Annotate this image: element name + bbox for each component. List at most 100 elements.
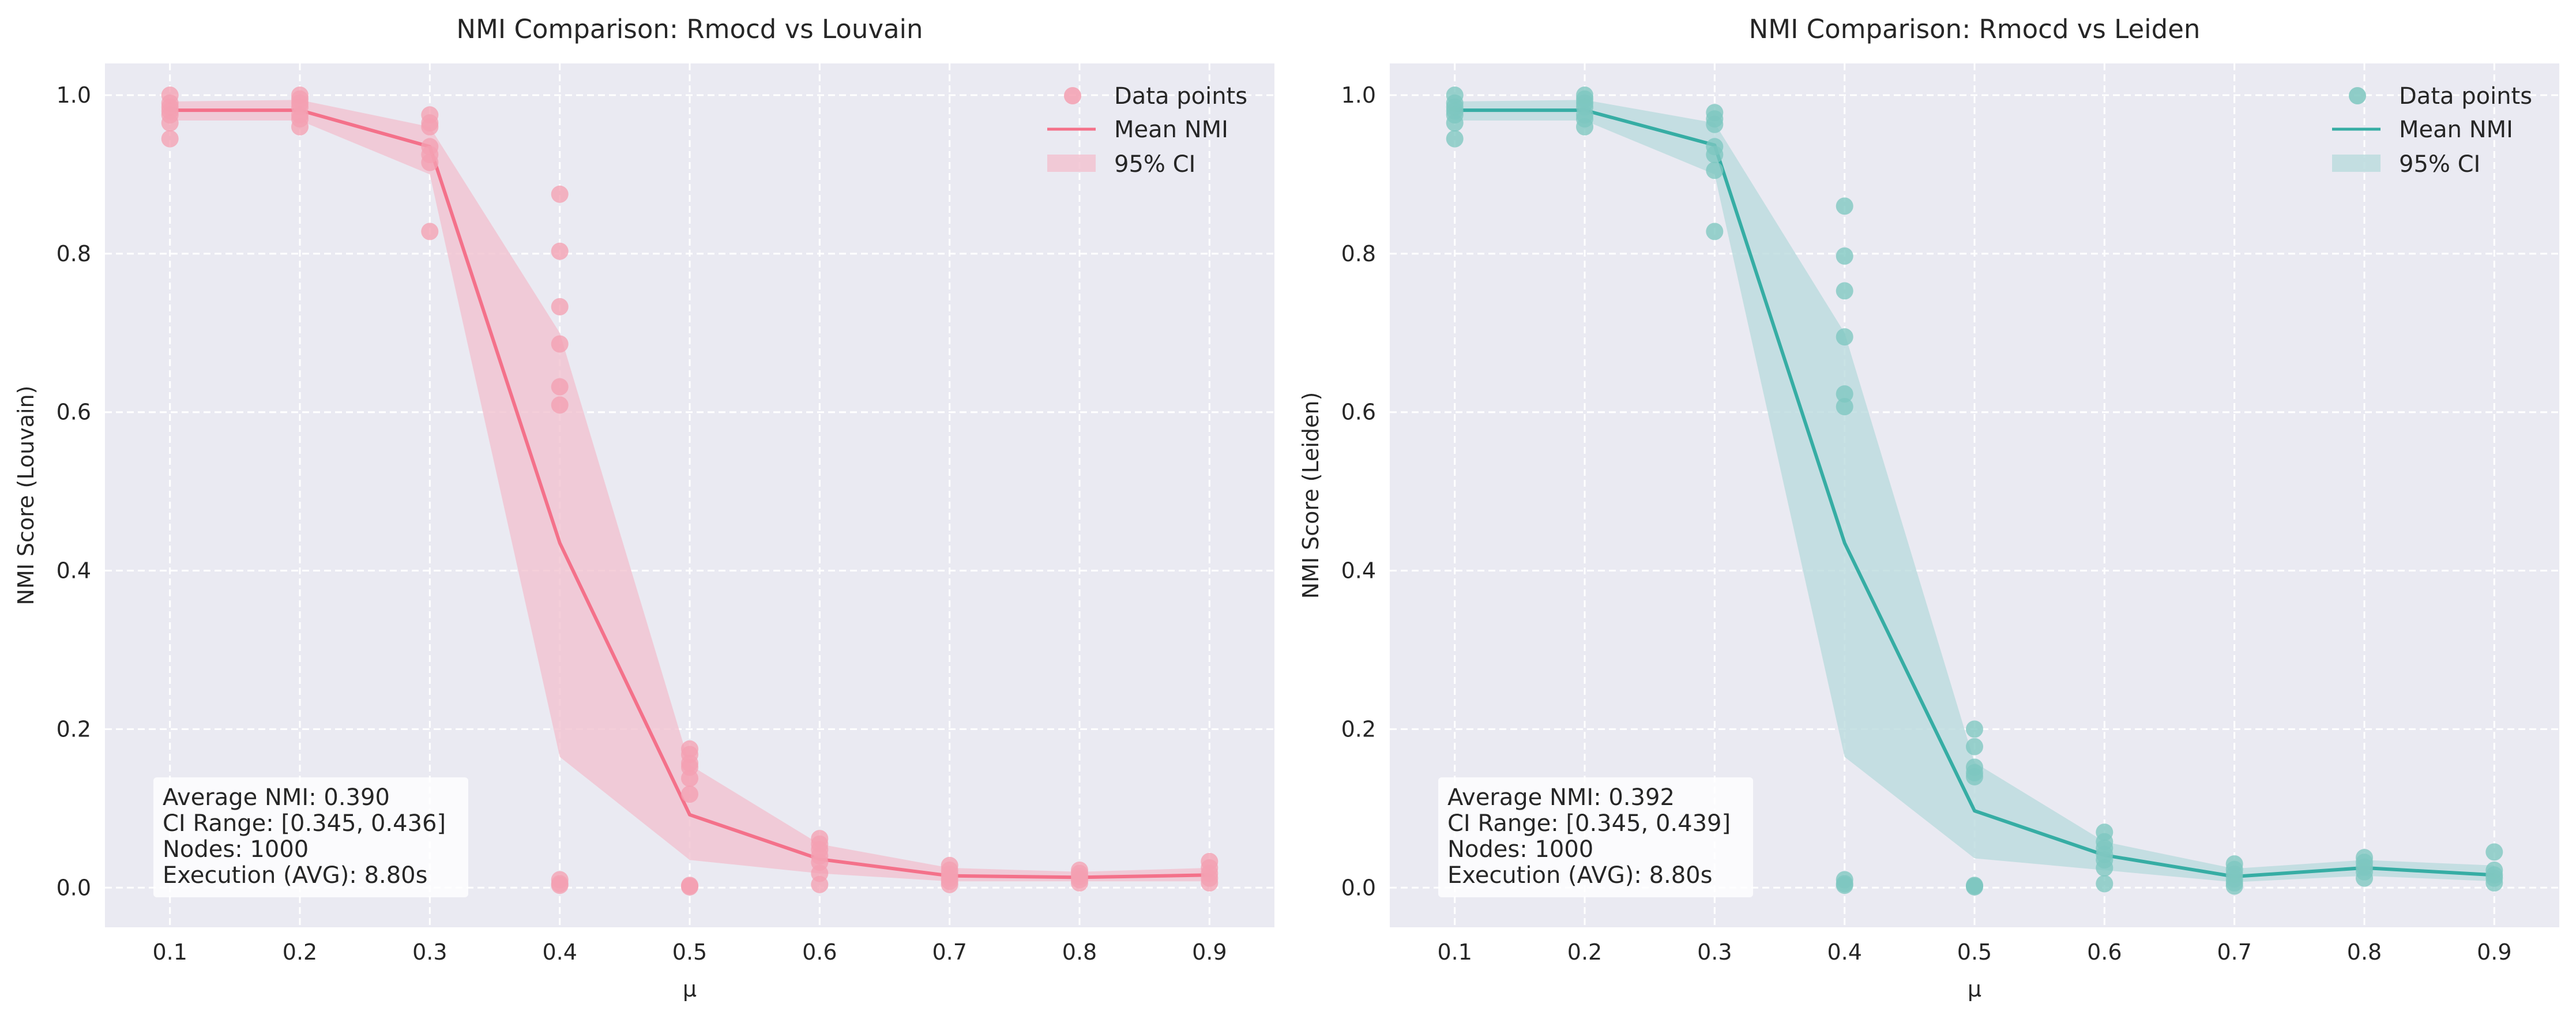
data-point	[1446, 130, 1464, 148]
data-point	[2096, 859, 2114, 877]
y-tick-labels: 0.0 0.2 0.4 0.6 0.8 1.0	[1341, 82, 1376, 900]
x-axis-label: μ	[1968, 976, 1981, 1002]
y-tick-label: 0.2	[1341, 716, 1376, 742]
data-point	[1836, 247, 1853, 265]
legend-point-swatch	[1064, 87, 1081, 104]
data-point	[1576, 118, 1593, 136]
stats-execution: Execution (AVG): 8.80s	[1447, 862, 1712, 889]
y-tick-label: 0.8	[57, 241, 91, 266]
y-tick-label: 0.4	[57, 558, 91, 584]
y-tick-labels: 0.0 0.2 0.4 0.6 0.8 1.0	[57, 82, 91, 900]
data-point	[1446, 114, 1464, 132]
x-tick-label: 0.8	[1062, 939, 1097, 965]
chart-title: NMI Comparison: Rmocd vs Leiden	[1749, 14, 2201, 44]
stats-execution: Execution (AVG): 8.80s	[163, 862, 427, 889]
data-point	[1706, 161, 1724, 179]
legend-label-ci: 95% CI	[1114, 151, 1195, 178]
stats-average: Average NMI: 0.392	[1447, 784, 1675, 811]
stats-nodes: Nodes: 1000	[1447, 836, 1593, 863]
x-tick-label: 0.5	[1957, 939, 1992, 965]
data-point	[551, 335, 569, 353]
x-tick-label: 0.3	[412, 939, 447, 965]
x-tick-label: 0.2	[283, 939, 317, 965]
x-tick-labels: 0.1 0.2 0.3 0.4 0.5 0.6 0.7 0.8 0.9	[152, 939, 1227, 965]
data-point	[1836, 877, 1853, 894]
data-point	[551, 877, 569, 894]
data-point	[941, 875, 958, 893]
stats-box: Average NMI: 0.390 CI Range: [0.345, 0.4…	[153, 777, 468, 897]
x-tick-label: 0.7	[932, 939, 967, 965]
data-point	[1706, 223, 1724, 240]
y-tick-label: 1.0	[1341, 82, 1376, 108]
legend: Data points Mean NMI 95% CI	[1047, 83, 1247, 178]
legend-band-swatch	[2332, 155, 2381, 172]
data-points	[161, 87, 1219, 896]
data-point	[421, 153, 439, 171]
y-tick-label: 0.0	[1341, 875, 1376, 900]
x-tick-label: 0.3	[1697, 939, 1732, 965]
x-tick-label: 0.8	[2347, 939, 2382, 965]
data-point	[291, 118, 309, 136]
data-point	[1836, 282, 1853, 300]
x-tick-label: 0.5	[672, 939, 707, 965]
x-tick-label: 0.6	[802, 939, 837, 965]
data-point	[681, 878, 698, 896]
legend: Data points Mean NMI 95% CI	[2332, 83, 2532, 178]
data-point	[2225, 877, 2243, 895]
data-point	[421, 223, 439, 240]
data-point	[1201, 874, 1219, 892]
stats-box-background	[1438, 777, 1753, 897]
data-point	[2096, 875, 2114, 893]
data-point	[1966, 768, 1983, 785]
stats-average: Average NMI: 0.390	[163, 784, 390, 811]
x-tick-label: 0.9	[1192, 939, 1227, 965]
data-point	[551, 242, 569, 260]
legend-label-ci: 95% CI	[2399, 151, 2480, 178]
data-point	[1706, 115, 1724, 133]
x-tick-labels: 0.1 0.2 0.3 0.4 0.5 0.6 0.7 0.8 0.9	[1437, 939, 2511, 965]
y-axis-label: NMI Score (Leiden)	[1298, 392, 1323, 599]
data-point	[2485, 843, 2503, 861]
mean-line-layer	[170, 108, 1210, 879]
data-point	[2485, 874, 2503, 892]
y-tick-label: 0.8	[1341, 241, 1376, 266]
stats-ci-range: CI Range: [0.345, 0.436]	[163, 810, 446, 837]
data-point	[551, 185, 569, 203]
mean-nmi-line	[1454, 108, 2495, 878]
x-tick-label: 0.2	[1567, 939, 1602, 965]
mean-nmi-line	[170, 108, 1210, 879]
data-point	[1836, 385, 1853, 403]
data-point	[1966, 878, 1983, 896]
x-tick-label: 0.1	[1437, 939, 1472, 965]
legend-band-swatch	[1047, 155, 1096, 172]
x-tick-label: 0.6	[2087, 939, 2122, 965]
leiden-chart: NMI Comparison: Rmocd vs Leiden 0.1 0.2 0.…	[1298, 14, 2559, 1002]
x-axis-label: μ	[683, 976, 697, 1002]
y-axis-label: NMI Score (Louvain)	[13, 386, 39, 606]
x-tick-label: 0.7	[2217, 939, 2251, 965]
x-tick-label: 0.9	[2477, 939, 2511, 965]
louvain-chart: NMI Comparison: Rmocd vs Louvain 0.1 0.2 0…	[13, 14, 1274, 1002]
data-point	[161, 130, 179, 148]
data-points	[1446, 87, 2503, 896]
data-point	[681, 769, 698, 787]
chart-title: NMI Comparison: Rmocd vs Louvain	[456, 14, 923, 44]
x-tick-label: 0.4	[1827, 939, 1862, 965]
data-point	[811, 875, 829, 893]
legend-label-points: Data points	[1114, 83, 1247, 110]
data-point	[161, 114, 179, 132]
x-tick-label: 0.4	[542, 939, 577, 965]
data-point	[551, 378, 569, 396]
data-point	[1071, 874, 1088, 892]
data-point	[1966, 720, 1983, 738]
y-tick-label: 0.6	[1341, 400, 1376, 425]
y-tick-label: 1.0	[57, 82, 91, 108]
legend-label-mean: Mean NMI	[2399, 116, 2513, 143]
data-point	[551, 298, 569, 315]
x-tick-label: 0.1	[152, 939, 187, 965]
stats-nodes: Nodes: 1000	[163, 836, 309, 863]
data-point	[1836, 398, 1853, 416]
data-point	[1706, 146, 1724, 163]
stats-box-background	[153, 777, 468, 897]
